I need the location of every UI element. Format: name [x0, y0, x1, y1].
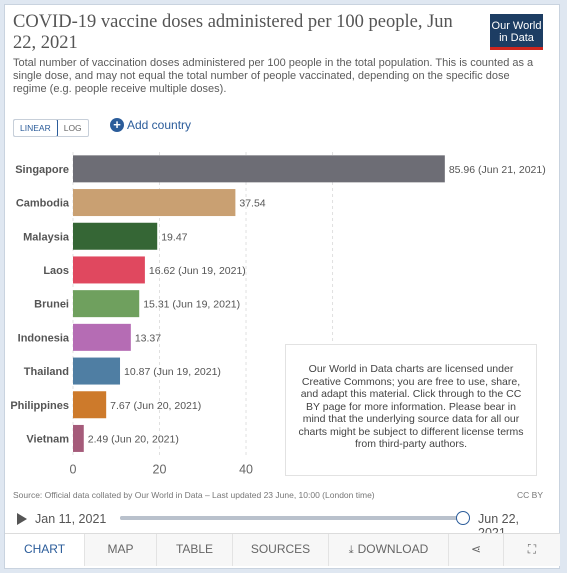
bar[interactable]	[73, 357, 121, 385]
license-notice: Our World in Data charts are licensed un…	[285, 344, 537, 476]
timeline-slider[interactable]	[120, 511, 470, 525]
source-text[interactable]: Source: Official data collated by Our Wo…	[13, 490, 375, 500]
bar[interactable]	[73, 424, 84, 452]
bar[interactable]	[73, 290, 140, 318]
tab-download[interactable]: ⤓ DOWNLOAD	[329, 534, 449, 566]
source-footer: Source: Official data collated by Our Wo…	[13, 490, 543, 500]
tab-bar: CHART MAP TABLE SOURCES ⤓ DOWNLOAD ⋖ ⛶	[5, 533, 560, 566]
bar[interactable]	[73, 189, 236, 217]
share-icon: ⋖	[470, 542, 482, 556]
value-label: 15.31 (Jun 19, 2021)	[143, 299, 240, 311]
tab-sources[interactable]: SOURCES	[233, 534, 329, 566]
value-label: 19.47	[161, 231, 187, 243]
linear-scale-button[interactable]: LINEAR	[13, 120, 58, 136]
chart-subtitle: Total number of vaccination doses admini…	[13, 57, 534, 95]
scale-toggle: LINEAR LOG	[13, 119, 89, 137]
logo-line-1: Our World	[491, 20, 542, 32]
x-tick-label: 40	[239, 462, 253, 476]
category-label[interactable]: Brunei	[34, 299, 69, 311]
bar[interactable]	[73, 222, 158, 250]
category-label[interactable]: Malaysia	[23, 231, 70, 243]
timeline-start-label: Jan 11, 2021	[35, 512, 107, 526]
tab-table[interactable]: TABLE	[157, 534, 233, 566]
fullscreen-button[interactable]: ⛶	[504, 534, 560, 566]
category-label[interactable]: Thailand	[24, 366, 69, 378]
category-label[interactable]: Singapore	[15, 164, 69, 176]
category-label[interactable]: Philippines	[10, 400, 69, 412]
log-scale-button[interactable]: LOG	[63, 123, 82, 133]
bar[interactable]	[73, 391, 107, 419]
x-tick-label: 0	[70, 462, 77, 476]
add-country-button[interactable]: + Add country	[110, 118, 191, 132]
category-label[interactable]: Cambodia	[16, 198, 70, 210]
timeline-fill	[120, 516, 463, 520]
value-label: 13.37	[135, 332, 161, 344]
logo-line-2: in Data	[499, 32, 534, 44]
add-country-label: Add country	[127, 118, 192, 132]
bar[interactable]	[73, 323, 131, 351]
category-label[interactable]: Vietnam	[26, 433, 69, 445]
fullscreen-icon: ⛶	[527, 542, 537, 556]
bar[interactable]	[73, 155, 445, 183]
value-label: 7.67 (Jun 20, 2021)	[110, 400, 201, 412]
license-link[interactable]: CC BY	[517, 490, 543, 500]
download-icon: ⤓	[348, 544, 354, 556]
play-icon[interactable]	[17, 513, 27, 525]
share-button[interactable]: ⋖	[449, 534, 504, 566]
download-label: DOWNLOAD	[357, 542, 429, 556]
category-label[interactable]: Indonesia	[18, 332, 70, 344]
tab-map[interactable]: MAP	[85, 534, 157, 566]
bar[interactable]	[73, 256, 145, 284]
value-label: 2.49 (Jun 20, 2021)	[88, 433, 179, 445]
x-tick-label: 20	[153, 462, 167, 476]
value-label: 16.62 (Jun 19, 2021)	[149, 265, 246, 277]
tab-chart[interactable]: CHART	[5, 534, 85, 566]
timeline: Jan 11, 2021 Jun 22, 2021	[13, 506, 548, 540]
owid-logo[interactable]: Our World in Data	[490, 14, 543, 50]
value-label: 85.96 (Jun 21, 2021)	[449, 164, 546, 176]
value-label: 10.87 (Jun 19, 2021)	[124, 366, 221, 378]
page-title: COVID-19 vaccine doses administered per …	[13, 12, 453, 53]
value-label: 37.54	[239, 198, 265, 210]
bar-chart: 0204060Singapore85.96 (Jun 21, 2021)Camb…	[10, 152, 546, 476]
timeline-handle[interactable]	[456, 511, 470, 525]
plus-circle-icon: +	[110, 118, 124, 132]
category-label[interactable]: Laos	[43, 265, 69, 277]
